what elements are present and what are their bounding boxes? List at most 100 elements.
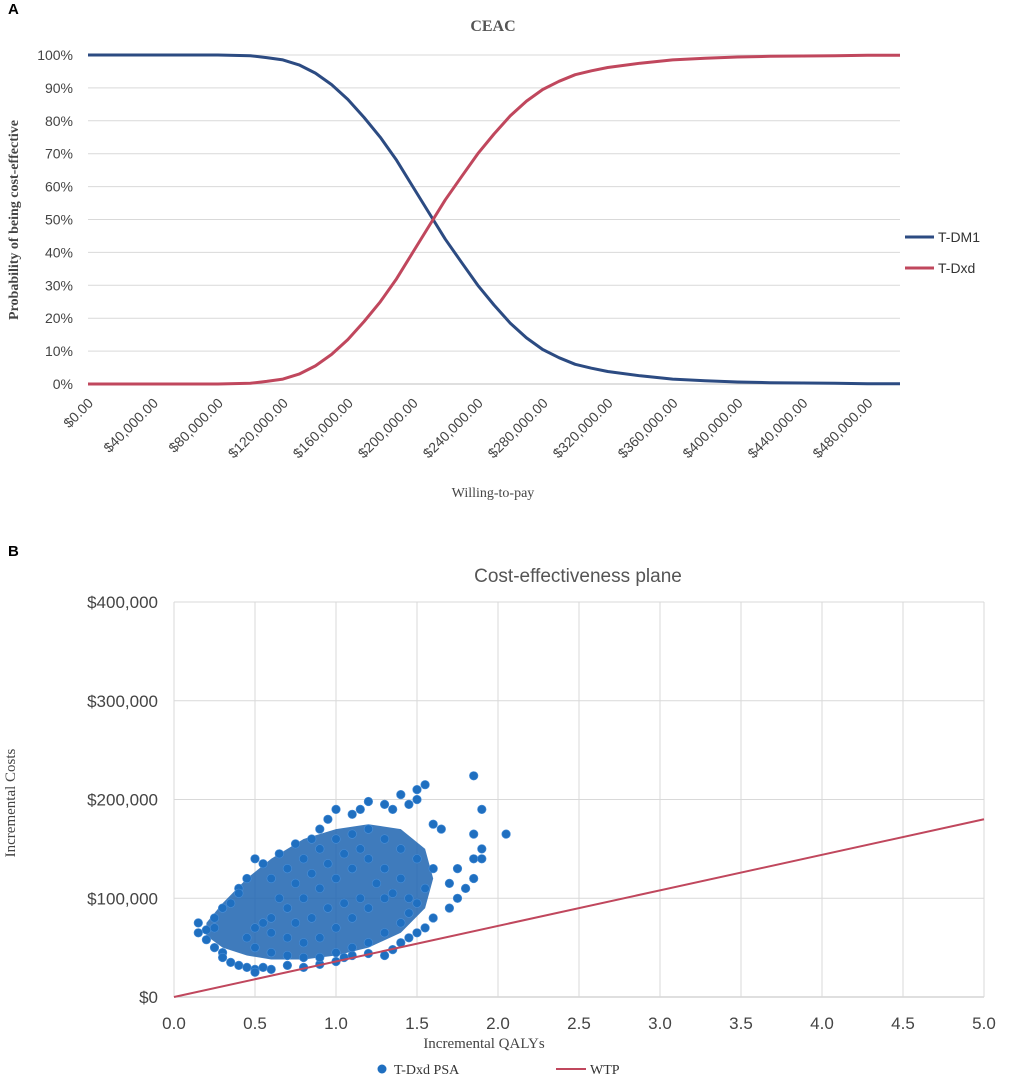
legend-label-tdxd: T-Dxd: [938, 260, 975, 276]
ceac-y-tick-label: 10%: [45, 343, 73, 359]
psa-point: [469, 854, 479, 864]
psa-point: [404, 893, 414, 903]
psa-point: [290, 878, 301, 889]
psa-point: [299, 893, 309, 903]
ceac-x-tick-labels: $0.00 $40,000.00 $80,000.00$120,000.00$160…: [60, 395, 876, 462]
ce-plane-legend: T-Dxd PSA WTP: [377, 1063, 620, 1078]
psa-point: [315, 824, 325, 834]
psa-point: [315, 844, 325, 854]
ceac-series-lines: [88, 53, 900, 386]
ceac-x-axis-label: Willing-to-pay: [452, 486, 535, 501]
psa-point: [307, 913, 317, 923]
psa-point: [355, 893, 365, 903]
psa-point: [404, 908, 414, 918]
psa-point: [282, 863, 293, 874]
ceac-y-tick-label: 20%: [45, 310, 73, 326]
psa-point: [315, 883, 325, 894]
ce-plane-y-axis-label: Incremental Costs: [3, 748, 19, 857]
psa-point: [226, 957, 236, 968]
ce-plane-x-tick-labels: 0.0 0.5 1.0 1.5 2.0 2.5 3.0 3.5 4.0 4.5 5.0: [162, 1014, 996, 1033]
ce-x-tick-label: 1.0: [324, 1014, 348, 1033]
psa-point: [388, 804, 398, 815]
psa-point: [380, 950, 390, 961]
legend-label-psa: T-Dxd PSA: [394, 1063, 460, 1078]
psa-point: [347, 863, 357, 874]
ceac-x-tick-label: $120,000.00: [225, 395, 292, 462]
psa-point: [469, 771, 479, 781]
psa-point: [436, 824, 446, 834]
ce-plane-x-axis-label: Incremental QALYs: [423, 1036, 545, 1052]
psa-point: [461, 883, 471, 894]
ce-plane-title: Cost-effectiveness plane: [474, 566, 682, 587]
psa-point: [299, 938, 309, 948]
ce-x-tick-label: 5.0: [972, 1014, 996, 1033]
ceac-x-tick-label: $40,000.00: [100, 395, 161, 456]
psa-point: [258, 918, 268, 928]
ceac-x-tick-label: $360,000.00: [614, 395, 681, 462]
psa-point: [266, 928, 276, 938]
ce-x-tick-label: 1.5: [405, 1014, 429, 1033]
psa-point: [380, 928, 390, 938]
ceac-y-tick-label: 50%: [45, 212, 73, 228]
psa-point: [323, 903, 333, 913]
panel-b-label: B: [8, 543, 19, 560]
legend-label-tdm1: T-DM1: [938, 229, 980, 245]
psa-point: [307, 834, 317, 844]
ceac-x-tick-label: $80,000.00: [165, 395, 226, 456]
psa-point: [444, 903, 455, 913]
psa-point: [452, 893, 463, 903]
ce-x-tick-label: 3.0: [648, 1014, 672, 1033]
ce-x-tick-label: 0.0: [162, 1014, 186, 1033]
psa-point: [290, 918, 301, 928]
psa-point: [331, 923, 341, 933]
psa-point: [274, 893, 284, 903]
ceac-x-tick-label: $320,000.00: [549, 395, 616, 462]
ce-x-tick-label: 2.5: [567, 1014, 591, 1033]
ceac-line-t-dm1: [88, 53, 900, 386]
ceac-x-tick-label: $480,000.00: [809, 395, 876, 462]
ce-x-tick-label: 2.0: [486, 1014, 510, 1033]
psa-point: [380, 834, 390, 844]
ce-plane-wtp-line: [173, 818, 985, 998]
psa-point: [242, 873, 252, 884]
ce-plane-scatter-points: [193, 771, 511, 977]
ceac-x-tick-label: $160,000.00: [290, 395, 357, 462]
psa-point: [209, 942, 220, 953]
psa-point: [396, 918, 406, 928]
psa-point: [282, 933, 293, 943]
psa-point: [250, 854, 260, 864]
psa-point: [347, 829, 357, 839]
psa-point: [218, 952, 228, 963]
psa-point: [282, 903, 293, 913]
psa-point: [477, 844, 487, 854]
psa-point: [477, 804, 487, 815]
psa-point: [420, 883, 430, 894]
psa-point: [412, 928, 422, 938]
ce-y-tick-label: $400,000: [87, 593, 158, 612]
psa-point: [258, 859, 268, 869]
ceac-y-tick-label: 90%: [45, 80, 73, 96]
psa-point: [477, 854, 487, 864]
ceac-y-tick-label: 70%: [45, 146, 73, 162]
ceac-y-tick-label: 30%: [45, 277, 73, 293]
legend-marker-psa: [377, 1064, 387, 1074]
psa-point: [315, 933, 325, 943]
ce-y-tick-label: $200,000: [87, 791, 158, 810]
psa-point: [363, 938, 374, 948]
psa-point: [282, 960, 293, 971]
psa-point: [363, 854, 374, 864]
psa-point: [469, 829, 479, 839]
ceac-gridlines: [88, 54, 900, 385]
psa-point: [388, 888, 398, 898]
psa-point: [347, 809, 357, 819]
psa-point: [201, 935, 211, 945]
psa-point: [274, 849, 284, 859]
ceac-x-tick-label: $0.00: [60, 395, 96, 431]
psa-point: [404, 799, 414, 810]
psa-point: [380, 799, 390, 810]
ce-y-tick-label: $300,000: [87, 692, 158, 711]
psa-point: [290, 839, 301, 849]
psa-point: [469, 873, 479, 884]
psa-point: [266, 964, 276, 975]
